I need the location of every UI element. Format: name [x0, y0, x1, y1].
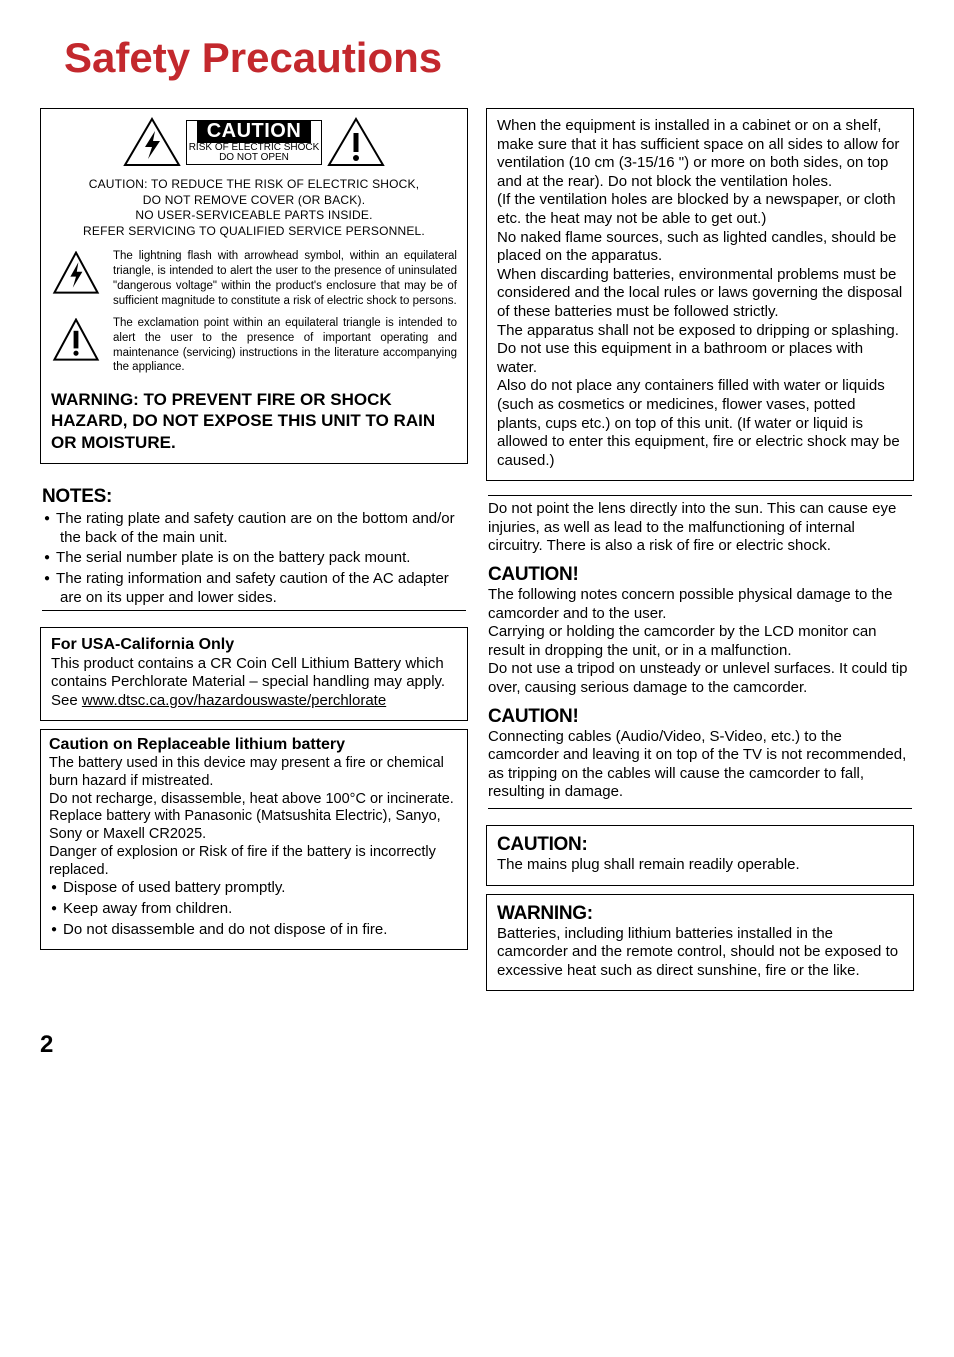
left-column: CAUTION RISK OF ELECTRIC SHOCK DO NOT OP… [40, 108, 468, 991]
caution2-text: Connecting cables (Audio/Video, S-Video,… [488, 728, 912, 802]
shock-caution-box: CAUTION RISK OF ELECTRIC SHOCK DO NOT OP… [40, 108, 468, 464]
lithium-box: Caution on Replaceable lithium battery T… [40, 729, 468, 950]
lightning-icon [52, 251, 100, 295]
warning-main: WARNING: TO PREVENT FIRE OR SHOCK HAZARD… [51, 389, 457, 453]
shock-line2: DO NOT REMOVE COVER (OR BACK). [139, 193, 369, 209]
lens-text: Do not point the lens directly into the … [488, 500, 912, 556]
caution3-text: The mains plug shall remain readily oper… [497, 856, 903, 875]
lithium-p3: Replace battery with Panasonic (Matsushi… [49, 808, 459, 843]
lithium-p2: Do not recharge, disassemble, heat above… [49, 791, 459, 809]
lithium-title: Caution on Replaceable lithium battery [49, 736, 459, 754]
page-number: 2 [40, 991, 914, 1059]
california-body: This product contains a CR Coin Cell Lit… [51, 655, 457, 692]
divider [488, 495, 912, 496]
note-item: The rating information and safety cautio… [44, 570, 464, 608]
note-item: The serial number plate is on the batter… [44, 549, 464, 568]
lithium-bullet: Do not disassemble and do not dispose of… [51, 921, 457, 940]
lithium-p4: Danger of explosion or Risk of fire if t… [49, 844, 459, 879]
caution-sub2: DO NOT OPEN [217, 153, 291, 164]
lithium-p1: The battery used in this device may pres… [49, 755, 459, 790]
california-title: For USA-California Only [51, 636, 457, 654]
mains-plug-box: CAUTION: The mains plug shall remain rea… [486, 825, 914, 886]
exclamation-icon [52, 318, 100, 362]
caution1-text: The following notes concern possible phy… [488, 586, 912, 698]
notes-section: NOTES: The rating plate and safety cauti… [40, 472, 468, 619]
lithium-bullet: Dispose of used battery promptly. [51, 879, 457, 898]
perchlorate-link[interactable]: www.dtsc.ca.gov/hazardouswaste/perchlora… [82, 692, 386, 709]
ventilation-text: When the equipment is installed in a cab… [497, 117, 903, 470]
shock-line4: REFER SERVICING TO QUALIFIED SERVICE PER… [79, 224, 429, 240]
exclaim-desc: The exclamation point within an equilate… [113, 316, 457, 375]
shock-line3: NO USER-SERVICEABLE PARTS INSIDE. [131, 208, 376, 224]
warning-text: Batteries, including lithium batteries i… [497, 925, 903, 981]
california-link-line: See www.dtsc.ca.gov/hazardouswaste/perch… [51, 692, 457, 711]
note-item: The rating plate and safety caution are … [44, 510, 464, 548]
shock-line1: CAUTION: TO REDUCE THE RISK OF ELECTRIC … [85, 177, 424, 193]
exclamation-icon [326, 117, 386, 167]
caution-word: CAUTION [197, 121, 312, 143]
right-column: When the equipment is installed in a cab… [486, 108, 914, 991]
california-box: For USA-California Only This product con… [40, 627, 468, 722]
lithium-bullet: Keep away from children. [51, 900, 457, 919]
divider [488, 808, 912, 809]
california-see: See [51, 692, 82, 709]
battery-warning-box: WARNING: Batteries, including lithium ba… [486, 894, 914, 992]
caution1-head: CAUTION! [488, 564, 912, 586]
page-title: Safety Precautions [64, 34, 914, 82]
lightning-icon [122, 117, 182, 167]
divider [42, 610, 466, 611]
notes-title: NOTES: [42, 486, 466, 508]
lens-caution-section: Do not point the lens directly into the … [486, 489, 914, 817]
caution3-head: CAUTION: [497, 834, 903, 856]
caution2-head: CAUTION! [488, 706, 912, 728]
ventilation-box: When the equipment is installed in a cab… [486, 108, 914, 481]
lightning-desc: The lightning flash with arrowhead symbo… [113, 249, 457, 308]
warning-head: WARNING: [497, 903, 903, 925]
caution-label-block: CAUTION RISK OF ELECTRIC SHOCK DO NOT OP… [186, 120, 323, 165]
content-columns: CAUTION RISK OF ELECTRIC SHOCK DO NOT OP… [40, 108, 914, 991]
